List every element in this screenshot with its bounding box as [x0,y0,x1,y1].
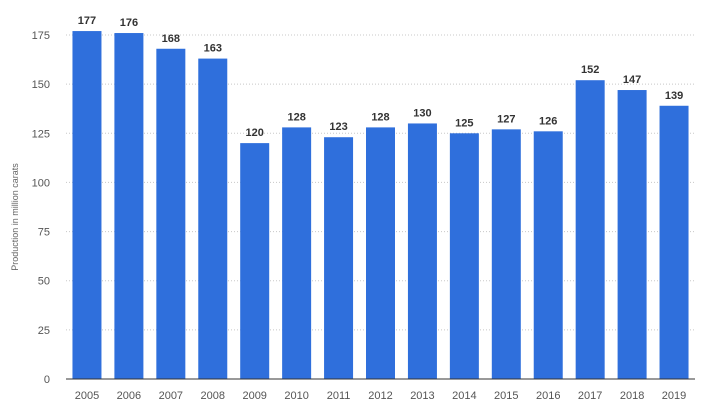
bar-value-label-2010: 128 [287,111,305,123]
bar-2014 [449,133,479,379]
bar-2006 [114,33,144,379]
x-tick-label-2009: 2009 [242,390,266,402]
bar-2018 [617,90,647,379]
x-axis-ticks: 2005 2006 2007 2008 2009 2010 2011 2012 2013 2014… [75,390,687,402]
x-tick-label-2019: 2019 [662,390,686,402]
bar-2017 [575,80,605,379]
x-tick-label-2005: 2005 [75,390,99,402]
y-tick-label: 75 [38,227,50,239]
bar-value-label-2015: 127 [497,113,515,125]
x-tick-label-2017: 2017 [578,390,602,402]
bar-2005 [72,31,102,379]
x-tick-label-2016: 2016 [536,390,560,402]
bar-value-label-2014: 125 [455,117,473,129]
x-tick-label-2013: 2013 [410,390,434,402]
bar-2015 [491,129,521,379]
bar-value-label-2005: 177 [78,15,96,27]
bar-value-label-2017: 152 [581,64,599,76]
bar-2008 [198,58,228,380]
bars [72,31,689,380]
y-tick-label: 150 [32,79,50,91]
x-tick-label-2012: 2012 [368,390,392,402]
y-axis-ticks: 0 25 50 75 100 125 150 175 [32,30,50,386]
x-tick-label-2007: 2007 [159,390,183,402]
bar-2013 [407,123,437,379]
y-tick-label: 50 [38,276,50,288]
bar-value-label-2019: 139 [665,90,683,102]
y-tick-label: 100 [32,177,50,189]
bar-2011 [324,137,354,379]
bar-2009 [240,143,270,379]
bar-2012 [366,127,395,379]
bar-2007 [156,48,186,379]
x-tick-label-2018: 2018 [620,390,644,402]
bar-value-label-2013: 130 [413,107,431,119]
bar-value-label-2016: 126 [539,115,557,127]
bar-value-label-2008: 163 [204,43,222,55]
bar-value-label-2011: 123 [329,121,347,133]
bar-value-label-2007: 168 [162,33,180,45]
y-tick-label: 25 [38,325,50,337]
bar-value-label-2012: 128 [371,111,389,123]
y-axis-title: Production in million carats [10,163,20,271]
bar-value-label-2009: 120 [246,127,264,139]
bar-value-label-2018: 147 [623,74,641,86]
x-tick-label-2011: 2011 [327,390,351,402]
x-tick-label-2008: 2008 [201,390,225,402]
bar-2016 [533,131,563,379]
bar-value-label-2006: 176 [120,17,138,29]
y-tick-label: 125 [32,128,50,140]
bar-2019 [659,105,689,379]
bar-2010 [282,127,312,379]
x-tick-label-2010: 2010 [284,390,308,402]
bar-value-labels: 177 176 168 163 120 128 123 128 130 125 127 126 152 1… [78,15,683,139]
x-tick-label-2006: 2006 [117,390,141,402]
y-tick-label: 175 [32,30,50,42]
y-tick-label: 0 [44,374,50,386]
x-tick-label-2015: 2015 [494,390,518,402]
x-tick-label-2014: 2014 [452,390,476,402]
